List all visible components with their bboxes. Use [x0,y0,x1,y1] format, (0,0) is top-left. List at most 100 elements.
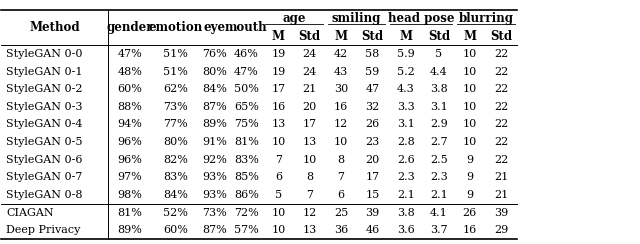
Text: 13: 13 [303,225,317,235]
Text: 17: 17 [365,172,380,182]
Text: 91%: 91% [202,137,227,147]
Text: 4.4: 4.4 [430,67,448,77]
Text: blurring: blurring [458,12,513,25]
Text: 10: 10 [463,84,477,94]
Text: 8: 8 [337,155,345,165]
Text: 89%: 89% [118,225,142,235]
Text: 22: 22 [494,49,508,59]
Text: 29: 29 [494,225,508,235]
Text: eye: eye [204,21,225,34]
Text: 19: 19 [271,67,285,77]
Text: 5.2: 5.2 [397,67,415,77]
Text: 80%: 80% [202,67,227,77]
Text: 46: 46 [365,225,380,235]
Text: 3.1: 3.1 [430,102,448,112]
Text: 93%: 93% [202,190,227,200]
Text: 5: 5 [275,190,282,200]
Text: 50%: 50% [234,84,259,94]
Text: 73%: 73% [163,102,188,112]
Text: 5: 5 [435,49,443,59]
Text: 2.1: 2.1 [430,190,448,200]
Text: 10: 10 [463,137,477,147]
Text: 19: 19 [271,49,285,59]
Text: 30: 30 [334,84,348,94]
Text: 10: 10 [463,49,477,59]
Text: 97%: 97% [118,172,142,182]
Text: 7: 7 [307,190,313,200]
Text: 16: 16 [463,225,477,235]
Text: 2.5: 2.5 [430,155,448,165]
Text: 16: 16 [271,102,285,112]
Text: 92%: 92% [202,155,227,165]
Text: 81%: 81% [118,208,142,218]
Text: 76%: 76% [202,49,227,59]
Text: 60%: 60% [118,84,142,94]
Text: 8: 8 [306,172,314,182]
Text: 10: 10 [334,137,348,147]
Text: 4.1: 4.1 [430,208,448,218]
Text: 81%: 81% [234,137,259,147]
Text: 36: 36 [334,225,348,235]
Text: 22: 22 [494,155,508,165]
Text: 59: 59 [365,67,380,77]
Text: 10: 10 [271,225,285,235]
Text: CIAGAN: CIAGAN [6,208,54,218]
Text: 52%: 52% [163,208,188,218]
Text: 3.3: 3.3 [397,102,415,112]
Text: head pose: head pose [388,12,454,25]
Text: mouth: mouth [225,21,268,34]
Text: 15: 15 [365,190,380,200]
Text: 4.3: 4.3 [397,84,415,94]
Text: 43: 43 [334,67,348,77]
Text: emotion: emotion [148,21,202,34]
Text: 58: 58 [365,49,380,59]
Text: 88%: 88% [118,102,142,112]
Text: 7: 7 [275,155,282,165]
Text: StyleGAN 0-3: StyleGAN 0-3 [6,102,83,112]
Text: 65%: 65% [234,102,259,112]
Text: 51%: 51% [163,49,188,59]
Text: 3.6: 3.6 [397,225,415,235]
Text: 22: 22 [494,137,508,147]
Text: 77%: 77% [163,120,188,129]
Text: 25: 25 [334,208,348,218]
Text: StyleGAN 0-1: StyleGAN 0-1 [6,67,83,77]
Text: 84%: 84% [163,190,188,200]
Text: 48%: 48% [118,67,142,77]
Text: M: M [463,30,476,43]
Text: 84%: 84% [202,84,227,94]
Text: 39: 39 [365,208,380,218]
Text: 47: 47 [365,84,380,94]
Text: 2.8: 2.8 [397,137,415,147]
Text: 10: 10 [463,102,477,112]
Text: age: age [282,12,305,25]
Text: 96%: 96% [118,155,142,165]
Text: Deep Privacy: Deep Privacy [6,225,81,235]
Text: 57%: 57% [234,225,259,235]
Text: 98%: 98% [118,190,142,200]
Text: 94%: 94% [118,120,142,129]
Text: 89%: 89% [202,120,227,129]
Text: 9: 9 [466,155,474,165]
Text: 83%: 83% [163,172,188,182]
Text: 86%: 86% [234,190,259,200]
Text: 2.9: 2.9 [430,120,448,129]
Text: StyleGAN 0-2: StyleGAN 0-2 [6,84,83,94]
Text: 3.8: 3.8 [397,208,415,218]
Text: 21: 21 [494,172,508,182]
Text: 10: 10 [463,120,477,129]
Text: 2.1: 2.1 [397,190,415,200]
Text: 32: 32 [365,102,380,112]
Text: 2.6: 2.6 [397,155,415,165]
Text: 87%: 87% [202,225,227,235]
Text: 13: 13 [303,137,317,147]
Text: 3.8: 3.8 [430,84,448,94]
Text: StyleGAN 0-5: StyleGAN 0-5 [6,137,83,147]
Text: 12: 12 [334,120,348,129]
Text: 7: 7 [338,172,344,182]
Text: 23: 23 [365,137,380,147]
Text: 24: 24 [303,67,317,77]
Text: 21: 21 [494,190,508,200]
Text: 62%: 62% [163,84,188,94]
Text: Std: Std [490,30,512,43]
